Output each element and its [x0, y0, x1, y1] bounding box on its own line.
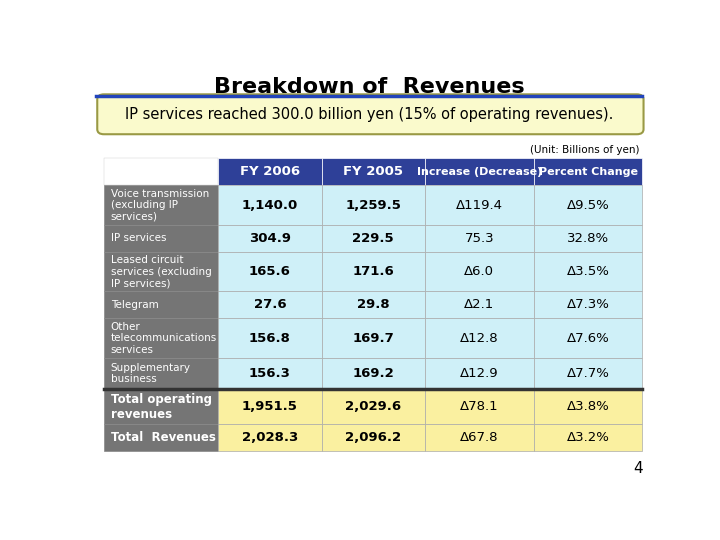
Text: 1,951.5: 1,951.5	[242, 400, 298, 413]
Bar	[218, 225, 322, 252]
Bar	[104, 358, 218, 389]
Text: (Unit: Billions of yen): (Unit: Billions of yen)	[530, 145, 639, 154]
Text: 304.9: 304.9	[249, 232, 291, 245]
Text: Δ12.8: Δ12.8	[460, 332, 498, 345]
Text: 169.7: 169.7	[352, 332, 394, 345]
Bar	[534, 158, 642, 185]
Bar	[322, 158, 425, 185]
Text: Δ3.5%: Δ3.5%	[567, 265, 609, 278]
Text: Δ6.0: Δ6.0	[464, 265, 494, 278]
Text: 29.8: 29.8	[357, 299, 390, 312]
Text: FY 2005: FY 2005	[343, 165, 403, 178]
Bar	[218, 158, 322, 185]
Text: 1,140.0: 1,140.0	[242, 199, 298, 212]
Text: Breakdown of  Revenues: Breakdown of Revenues	[214, 77, 524, 97]
Bar	[425, 185, 534, 225]
Text: Other
telecommunications
services: Other telecommunications services	[111, 322, 217, 355]
Bar	[534, 292, 642, 319]
Bar	[218, 185, 322, 225]
Text: 27.6: 27.6	[253, 299, 287, 312]
Text: Increase (Decrease): Increase (Decrease)	[417, 167, 542, 177]
Bar	[104, 185, 218, 225]
Bar	[534, 424, 642, 451]
Bar	[104, 319, 218, 358]
Bar	[425, 358, 534, 389]
Bar	[425, 319, 534, 358]
Text: Δ78.1: Δ78.1	[460, 400, 498, 413]
Bar	[104, 389, 218, 424]
Bar	[218, 358, 322, 389]
Bar	[218, 389, 322, 424]
Text: 156.3: 156.3	[249, 367, 291, 380]
Bar	[425, 292, 534, 319]
Bar	[104, 158, 218, 185]
Text: 2,096.2: 2,096.2	[345, 431, 401, 444]
Bar	[425, 252, 534, 292]
Text: Total  Revenues: Total Revenues	[111, 431, 215, 444]
Text: 156.8: 156.8	[249, 332, 291, 345]
Text: Supplementary
business: Supplementary business	[111, 363, 191, 384]
Bar	[322, 292, 425, 319]
Text: Δ9.5%: Δ9.5%	[567, 199, 609, 212]
Bar	[534, 252, 642, 292]
Bar	[322, 225, 425, 252]
Bar	[104, 252, 218, 292]
Text: Δ119.4: Δ119.4	[456, 199, 503, 212]
Bar	[322, 424, 425, 451]
Text: 75.3: 75.3	[464, 232, 494, 245]
Bar	[534, 225, 642, 252]
Bar	[322, 185, 425, 225]
Text: 229.5: 229.5	[352, 232, 394, 245]
Text: Telegram: Telegram	[111, 300, 158, 310]
Bar	[425, 158, 534, 185]
Bar	[322, 252, 425, 292]
Bar	[322, 319, 425, 358]
Text: IP services reached 300.0 billion yen (15% of operating revenues).: IP services reached 300.0 billion yen (1…	[125, 107, 613, 122]
Text: Total operating
revenues: Total operating revenues	[111, 393, 212, 421]
Text: Δ7.3%: Δ7.3%	[567, 299, 609, 312]
Bar	[534, 358, 642, 389]
Text: IP services: IP services	[111, 233, 166, 244]
Bar	[104, 292, 218, 319]
Text: 4: 4	[633, 462, 642, 476]
Bar	[534, 319, 642, 358]
Bar	[218, 424, 322, 451]
Text: Δ3.2%: Δ3.2%	[567, 431, 609, 444]
Text: Percent Change: Percent Change	[539, 167, 637, 177]
Text: Δ7.7%: Δ7.7%	[567, 367, 609, 380]
Text: 2,029.6: 2,029.6	[345, 400, 401, 413]
Text: Δ12.9: Δ12.9	[460, 367, 498, 380]
Text: Δ7.6%: Δ7.6%	[567, 332, 609, 345]
Text: Leased circuit
services (excluding
IP services): Leased circuit services (excluding IP se…	[111, 255, 212, 288]
Text: 165.6: 165.6	[249, 265, 291, 278]
Bar	[425, 424, 534, 451]
Bar	[322, 358, 425, 389]
Bar	[218, 319, 322, 358]
Text: 2,028.3: 2,028.3	[242, 431, 298, 444]
Bar	[104, 424, 218, 451]
Bar	[425, 389, 534, 424]
Text: 171.6: 171.6	[352, 265, 394, 278]
FancyBboxPatch shape	[97, 94, 644, 134]
Text: 169.2: 169.2	[352, 367, 394, 380]
Text: Δ2.1: Δ2.1	[464, 299, 495, 312]
Bar	[322, 389, 425, 424]
Bar	[104, 225, 218, 252]
Bar	[218, 252, 322, 292]
Text: 32.8%: 32.8%	[567, 232, 609, 245]
Bar	[534, 389, 642, 424]
Text: Voice transmission
(excluding IP
services): Voice transmission (excluding IP service…	[111, 188, 209, 222]
Bar	[425, 225, 534, 252]
Bar	[534, 185, 642, 225]
Text: Δ3.8%: Δ3.8%	[567, 400, 609, 413]
Text: Δ67.8: Δ67.8	[460, 431, 498, 444]
Text: FY 2006: FY 2006	[240, 165, 300, 178]
Text: 1,259.5: 1,259.5	[346, 199, 401, 212]
Bar	[218, 292, 322, 319]
